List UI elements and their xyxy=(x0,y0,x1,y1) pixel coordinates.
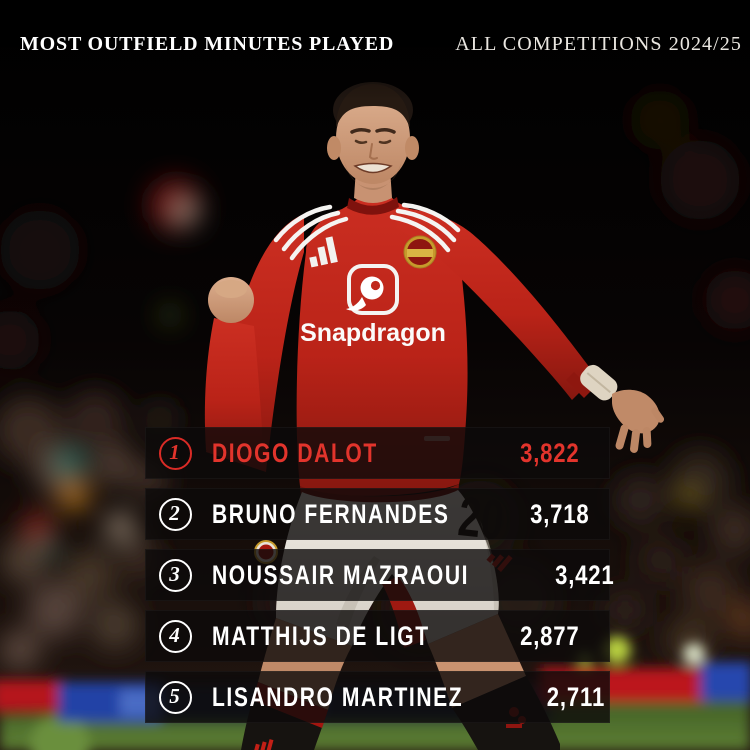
minutes-value: 3,718 xyxy=(529,498,590,529)
rank-number: 3 xyxy=(169,561,180,586)
ranking-row: 4 MATTHIJS DE LIGT 2,877 xyxy=(145,610,610,662)
player-hand xyxy=(612,389,665,453)
wristband xyxy=(580,364,618,401)
rank-badge: 4 xyxy=(159,619,192,653)
rank-number: 4 xyxy=(169,622,180,647)
snapdragon-emblem xyxy=(346,264,399,315)
rank-number: 5 xyxy=(169,683,180,708)
player-name: BRUNO FERNANDES xyxy=(212,498,450,529)
rank-number: 2 xyxy=(169,500,180,525)
rank-badge: 2 xyxy=(159,497,192,531)
club-crest xyxy=(403,235,437,269)
ranking-table: 1 DIOGO DALOT 3,822 2 BRUNO FERNANDES 3,… xyxy=(145,427,613,732)
player-name: NOUSSAIR MAZRAOUI xyxy=(212,559,470,590)
ranking-row: 3 NOUSSAIR MAZRAOUI 3,421 xyxy=(145,549,613,601)
shoulder-stripes xyxy=(273,202,461,261)
page-title: MOST OUTFIELD MINUTES PLAYED xyxy=(20,33,395,55)
rank-badge: 1 xyxy=(159,436,192,470)
top-fade xyxy=(0,0,750,100)
ranking-row: 2 BRUNO FERNANDES 3,718 xyxy=(145,488,610,540)
adidas-logo xyxy=(309,236,338,268)
jersey-sponsor-wordmark: Snapdragon xyxy=(300,319,446,347)
rank-number: 1 xyxy=(169,439,180,464)
player-right-sleeve xyxy=(396,208,596,400)
minutes-value: 2,711 xyxy=(546,681,606,712)
ranking-row: 1 DIOGO DALOT 3,822 xyxy=(145,427,610,479)
jersey-collar xyxy=(347,197,399,215)
sleeve-cuff xyxy=(566,372,592,398)
fist-knuckles xyxy=(215,280,247,298)
ranking-row: 5 LISANDRO MARTINEZ 2,711 xyxy=(145,671,610,723)
minutes-value: 2,877 xyxy=(520,620,580,651)
minutes-value: 3,822 xyxy=(520,437,580,468)
rank-badge: 5 xyxy=(159,680,192,714)
player-name: MATTHIJS DE LIGT xyxy=(212,620,430,651)
minutes-value: 3,421 xyxy=(554,559,615,590)
rank-badge: 3 xyxy=(159,558,192,592)
competition-label: ALL COMPETITIONS 2024/25 xyxy=(455,33,742,55)
player-name: LISANDRO MARTINEZ xyxy=(212,681,464,712)
player-name: DIOGO DALOT xyxy=(212,437,378,468)
